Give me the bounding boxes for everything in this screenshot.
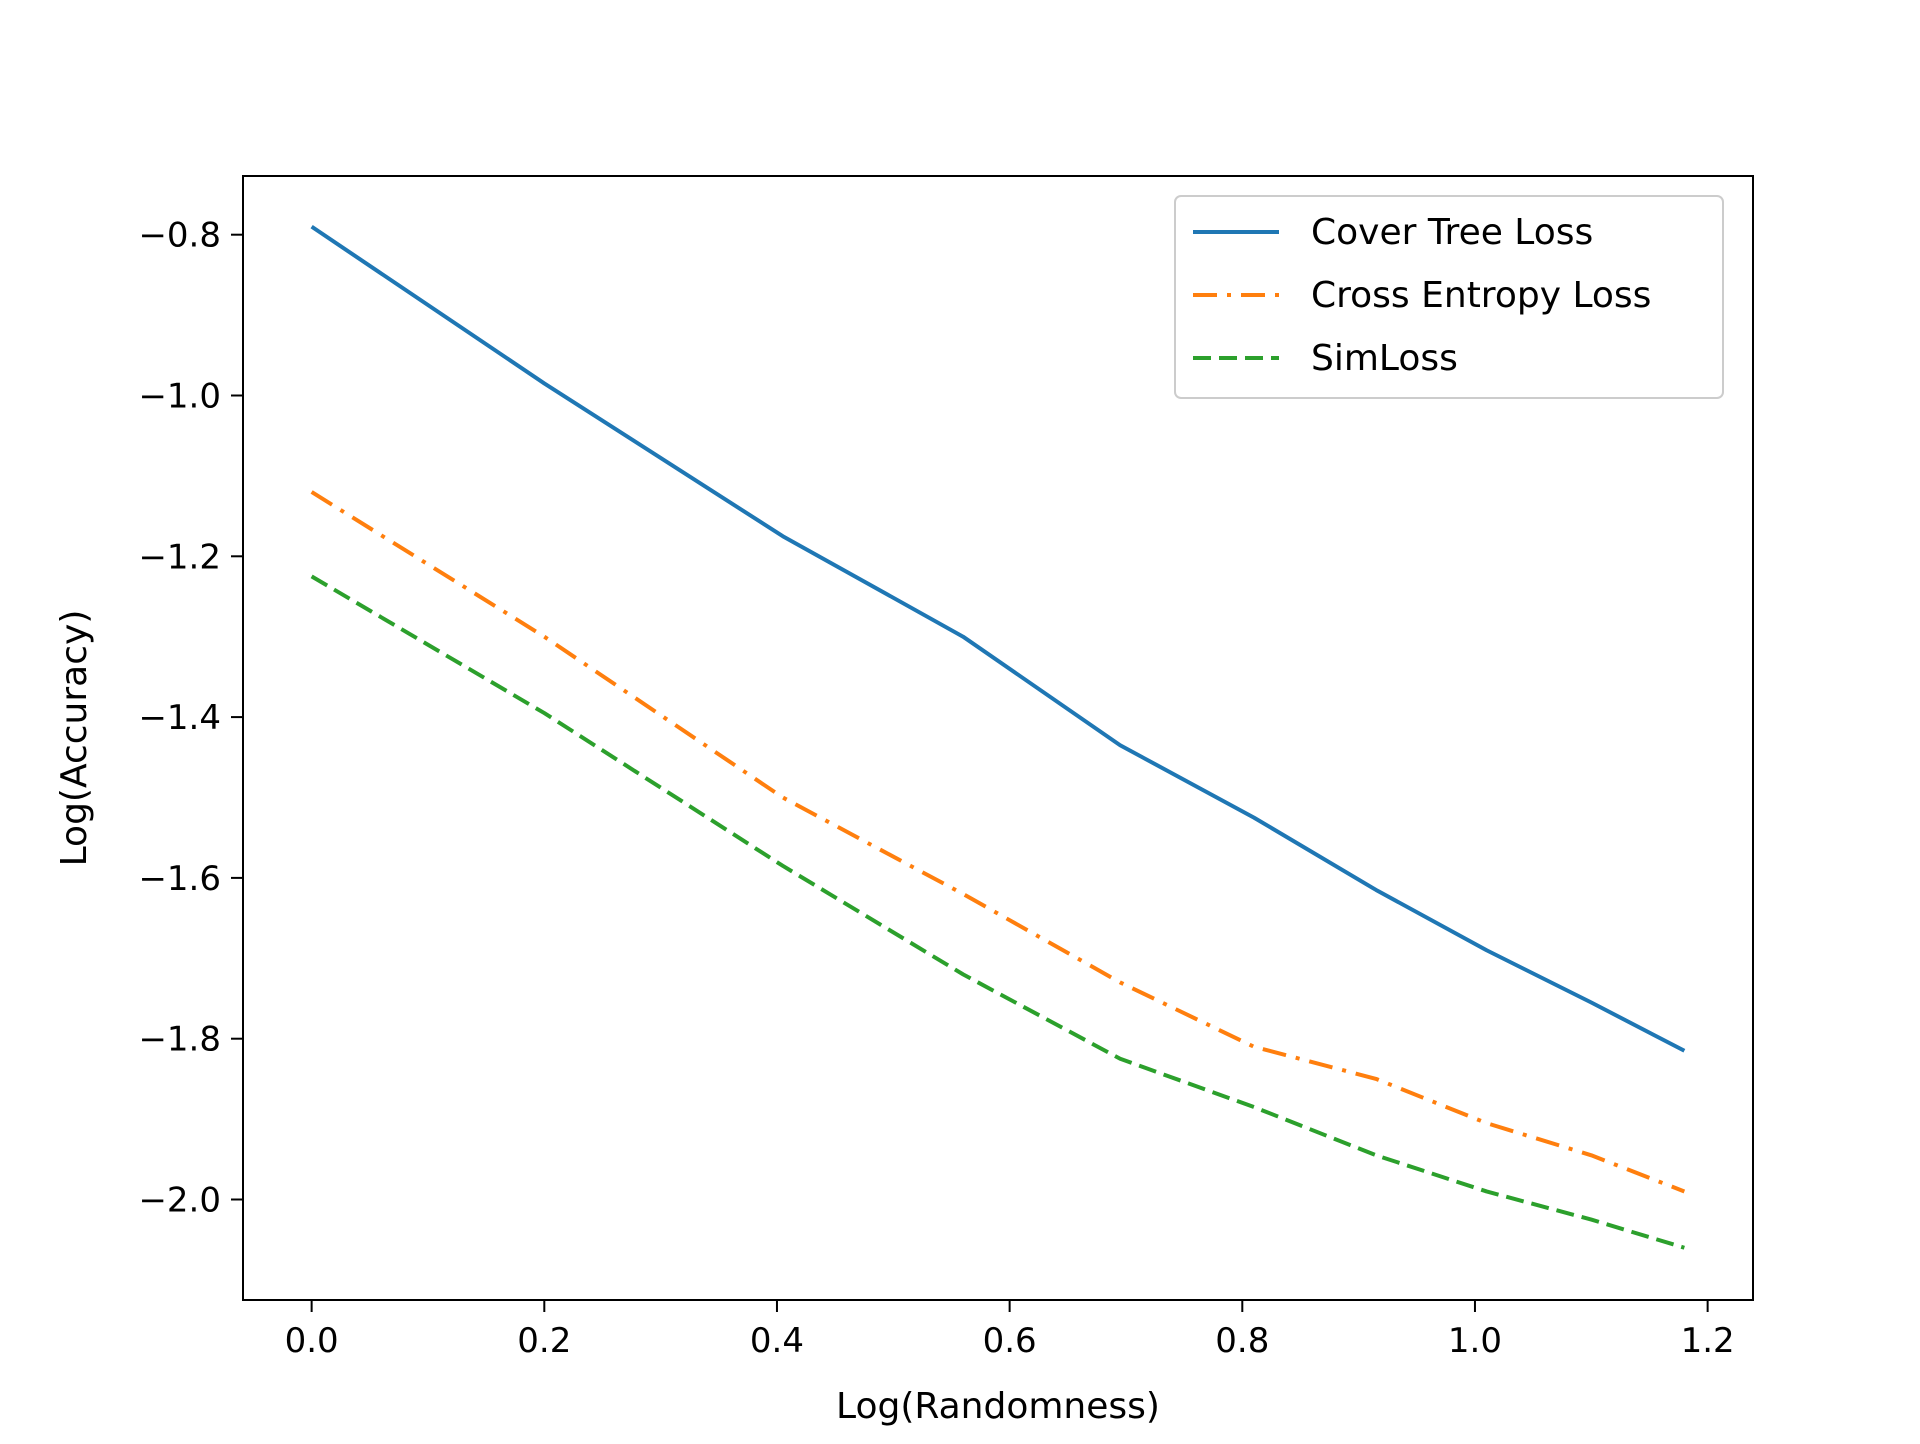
y-tick-label: −1.0 <box>138 376 221 416</box>
y-tick-label: −2.0 <box>138 1180 221 1220</box>
x-tick-label: 1.0 <box>1448 1321 1502 1361</box>
y-axis: −0.8 −1.0 −1.2 −1.4 −1.6 −1.8 −2.0 <box>138 216 243 1220</box>
legend-box <box>1174 195 1724 399</box>
x-tick-label: 0.4 <box>750 1321 804 1361</box>
series-layer <box>310 224 1686 1250</box>
y-tick-label: −1.2 <box>138 537 221 577</box>
legend-label: Cover Tree Loss <box>1311 212 1593 253</box>
legend: Cover Tree Loss Cross Entropy Loss SimLoss <box>1174 195 1724 399</box>
series-line-cross-entropy-loss <box>310 490 1686 1194</box>
x-tick-label: 1.2 <box>1681 1321 1735 1361</box>
x-axis: 0.0 0.2 0.4 0.6 0.8 1.0 1.2 <box>285 1300 1735 1361</box>
x-axis-label: Log(Randomness) <box>836 1386 1160 1427</box>
x-tick-label: 0.0 <box>285 1321 339 1361</box>
x-tick-label: 0.8 <box>1215 1321 1269 1361</box>
plot-frame <box>242 175 1754 1301</box>
y-tick-label: −1.6 <box>138 859 221 899</box>
legend-label: SimLoss <box>1311 338 1458 379</box>
y-tick-label: −0.8 <box>138 216 221 256</box>
legend-label: Cross Entropy Loss <box>1311 275 1651 316</box>
x-tick-label: 0.2 <box>517 1321 571 1361</box>
y-tick-label: −1.4 <box>138 698 221 738</box>
y-tick-label: −1.8 <box>138 1020 221 1060</box>
x-tick-label: 0.6 <box>983 1321 1037 1361</box>
series-line-cover-tree-loss <box>310 224 1686 1053</box>
y-axis-label: Log(Accuracy) <box>54 610 95 867</box>
series-line-simloss <box>310 574 1685 1250</box>
